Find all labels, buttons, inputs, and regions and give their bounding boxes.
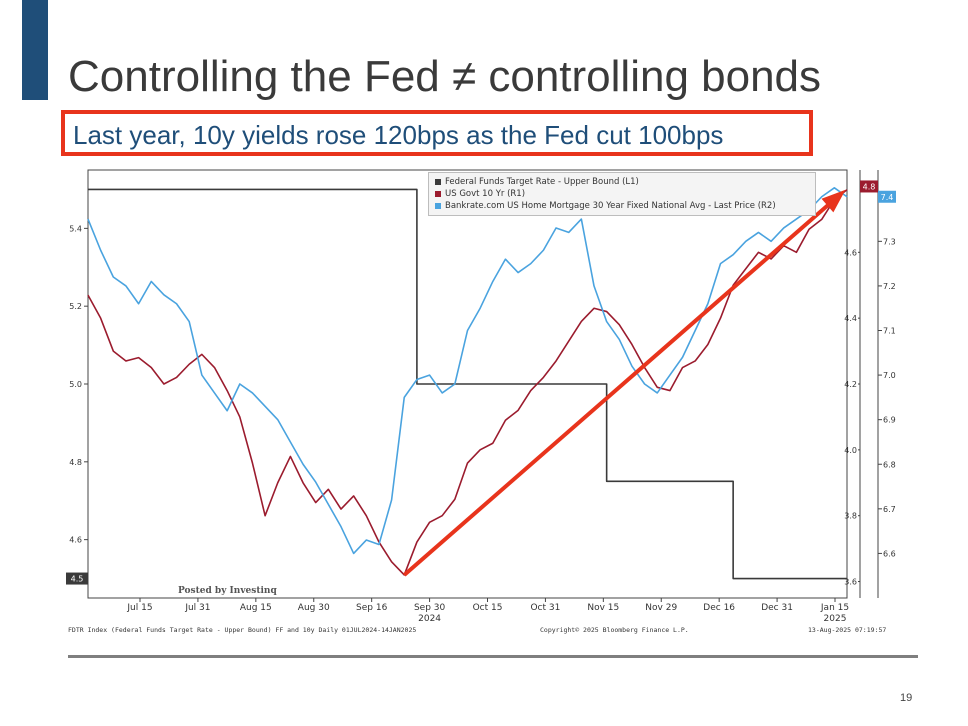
left-end-marker — [66, 572, 88, 585]
legend-label-mortgage: Bankrate.com US Home Mortgage 30 Year Fi… — [445, 201, 776, 211]
watermark: Posted by Investinq — [178, 586, 277, 596]
accent-bar — [22, 0, 48, 100]
x-tick-label: Oct 15 — [473, 603, 503, 613]
left-tick-label: 5.0 — [69, 380, 82, 389]
r2-tick-label: 7.0 — [883, 371, 896, 380]
chart-footer-timestamp: 13-Aug-2025 07:19:57 — [808, 626, 887, 634]
legend-swatch-mortgage — [435, 203, 441, 209]
x-tick-label: Oct 31 — [530, 603, 560, 613]
series-line-2 — [87, 187, 848, 555]
r2-tick-label: 7.3 — [883, 237, 896, 246]
legend-item-us-10y: US Govt 10 Yr (R1) — [435, 188, 809, 200]
legend-label-us-10y: US Govt 10 Yr (R1) — [445, 189, 526, 199]
x-tick-label: Aug 15 — [240, 603, 272, 613]
r1-end-marker-label: 4.8 — [863, 182, 876, 191]
legend-swatch-us-10y — [435, 191, 441, 197]
left-tick-label: 4.8 — [69, 458, 82, 467]
trend-arrow-head — [821, 189, 846, 213]
x-tick-label: Dec 16 — [703, 603, 735, 613]
left-tick-label: 5.4 — [69, 224, 82, 233]
r2-tick-label: 7.1 — [883, 327, 896, 336]
trend-arrow-shaft — [402, 192, 843, 577]
legend-item-fed-funds: Federal Funds Target Rate - Upper Bound … — [435, 176, 809, 188]
r1-tick-label: 3.8 — [844, 512, 857, 521]
left-end-marker-label: 4.5 — [71, 575, 84, 584]
left-tick-label: 4.6 — [69, 536, 82, 545]
x-tick-label: Jul 31 — [184, 603, 210, 613]
r2-tick-label: 6.6 — [883, 549, 896, 558]
r1-tick-label: 4.2 — [844, 380, 857, 389]
legend-label-fed-funds: Federal Funds Target Rate - Upper Bound … — [445, 177, 639, 187]
legend-swatch-fed-funds — [435, 179, 441, 185]
r1-tick-label: 4.4 — [844, 314, 857, 323]
chart-legend: Federal Funds Target Rate - Upper Bound … — [428, 172, 816, 216]
x-tick-label: Nov 29 — [645, 603, 677, 613]
x-tick-label: Jan 15 — [820, 603, 849, 613]
r2-end-marker — [878, 190, 896, 203]
x-tick-label: Sep 16 — [356, 603, 388, 613]
r2-tick-label: 6.8 — [883, 460, 896, 469]
x-year-label: 2025 — [824, 614, 847, 624]
x-tick-label: Aug 30 — [298, 603, 330, 613]
r1-tick-label: 4.6 — [844, 248, 857, 257]
r1-tick-label: 3.6 — [844, 578, 857, 587]
legend-item-mortgage: Bankrate.com US Home Mortgage 30 Year Fi… — [435, 200, 809, 212]
series-line-0 — [88, 188, 847, 580]
r2-tick-label: 6.7 — [883, 505, 896, 514]
r2-tick-label: 6.9 — [883, 416, 896, 425]
chart-footer-copyright: Copyright© 2025 Bloomberg Finance L.P. — [540, 626, 689, 634]
subtitle-highlight-box: Last year, 10y yields rose 120bps as the… — [61, 110, 813, 156]
series-line-1 — [87, 189, 848, 576]
r1-tick-label: 4.0 — [844, 446, 857, 455]
x-tick-label: Sep 30 — [414, 603, 446, 613]
page-number: 19 — [900, 692, 913, 704]
x-tick-label: Nov 15 — [587, 603, 619, 613]
chart-footer-source: FDTR Index (Federal Funds Target Rate - … — [68, 626, 417, 634]
x-tick-label: Dec 31 — [761, 603, 793, 613]
slide-title: Controlling the Fed ≠ controlling bonds — [68, 52, 822, 101]
left-tick-label: 5.2 — [69, 302, 82, 311]
x-year-label: 2024 — [418, 614, 441, 624]
bottom-divider — [68, 655, 918, 658]
r1-end-marker — [860, 180, 878, 193]
x-tick-label: Jul 15 — [126, 603, 152, 613]
slide-subtitle: Last year, 10y yields rose 120bps as the… — [73, 120, 724, 150]
r2-tick-label: 7.2 — [883, 282, 896, 291]
r2-end-marker-label: 7.4 — [881, 193, 894, 202]
